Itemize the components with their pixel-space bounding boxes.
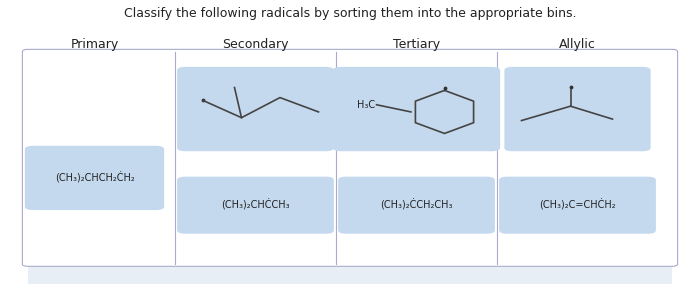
FancyBboxPatch shape (504, 67, 650, 151)
Text: Tertiary: Tertiary (393, 38, 440, 51)
Text: (CH₃)₂ĊCH₂CH₃: (CH₃)₂ĊCH₂CH₃ (380, 199, 453, 211)
Text: Classify the following radicals by sorting them into the appropriate bins.: Classify the following radicals by sorti… (124, 7, 576, 20)
FancyBboxPatch shape (25, 146, 164, 210)
FancyBboxPatch shape (338, 177, 495, 234)
FancyBboxPatch shape (177, 177, 334, 234)
Text: Primary: Primary (71, 38, 118, 51)
FancyBboxPatch shape (333, 67, 500, 151)
Text: Secondary: Secondary (223, 38, 288, 51)
Text: Allylic: Allylic (559, 38, 596, 51)
Text: (CH₃)₂C=CHĊH₂: (CH₃)₂C=CHĊH₂ (539, 199, 616, 211)
FancyBboxPatch shape (22, 49, 678, 266)
Text: (CH₃)₂CHCH₂ĊH₂: (CH₃)₂CHCH₂ĊH₂ (55, 172, 134, 184)
FancyBboxPatch shape (499, 177, 656, 234)
Text: (CH₃)₂CHĊCH₃: (CH₃)₂CHĊCH₃ (221, 199, 290, 211)
Text: H₃C: H₃C (357, 100, 375, 110)
FancyBboxPatch shape (177, 67, 334, 151)
FancyBboxPatch shape (28, 267, 672, 284)
